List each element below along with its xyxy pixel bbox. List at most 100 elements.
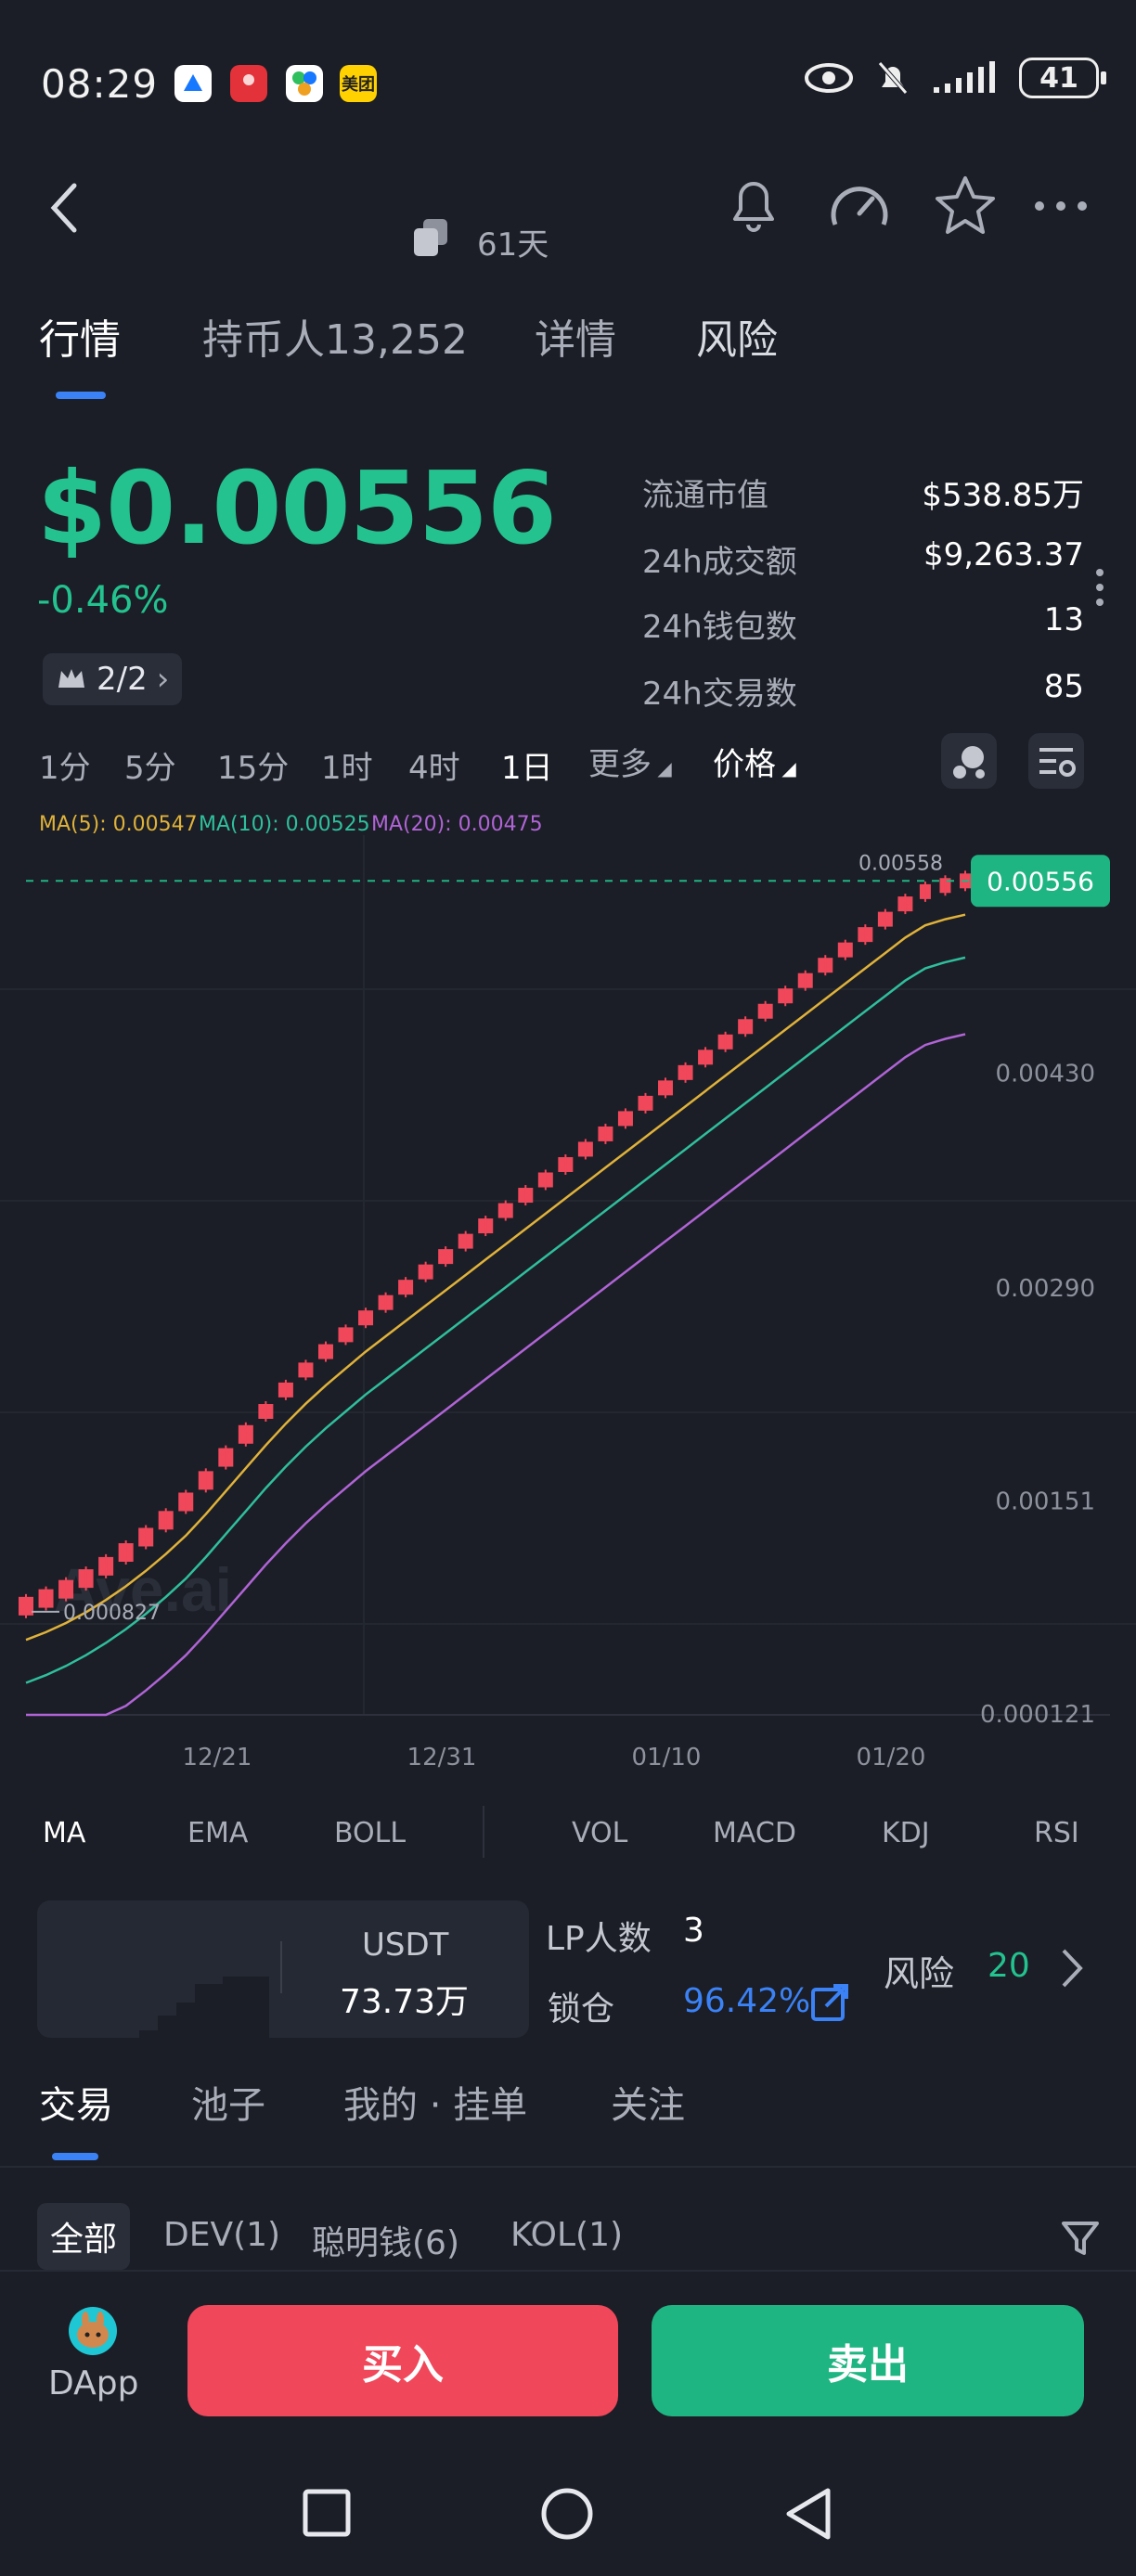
section-divider [0, 2166, 1136, 2168]
triangle-icon: ◢ [652, 757, 672, 779]
current-price-tag [971, 855, 1110, 908]
risk-chevron-icon[interactable] [1058, 1947, 1086, 1990]
filter-all[interactable]: 全部 [37, 2203, 131, 2270]
filter-smart-money[interactable]: 聪明钱(6) [312, 2224, 459, 2262]
liquidity-token: USDT [362, 1926, 449, 1964]
liquidity-card[interactable]: USDT 73.73万 [37, 1900, 529, 2038]
stat-value-volume: $9,263.37 [923, 536, 1084, 573]
ma5-legend: MA(5): 0.00547 [39, 813, 198, 836]
status-time: 08:29 [41, 61, 159, 107]
star-icon[interactable] [932, 173, 999, 239]
risk-label: 风险 [884, 1953, 955, 1994]
lock-value[interactable]: 96.42% [683, 1982, 811, 2020]
tf-1m[interactable]: 1分 [39, 750, 91, 787]
high-label: 0.00558 [858, 852, 943, 875]
battery-indicator: 41 [1019, 58, 1106, 98]
risk-value: 20 [988, 1947, 1030, 1985]
tf-15m[interactable]: 15分 [217, 750, 290, 787]
chart-settings-button[interactable] [1028, 733, 1084, 789]
tab-pool[interactable]: 池子 [191, 2084, 265, 2127]
low-label: 0.000827 [63, 1602, 161, 1625]
ind-kdj[interactable]: KDJ [882, 1817, 930, 1849]
side-dots-icon[interactable] [1093, 566, 1106, 609]
dapp-button[interactable]: DApp [48, 2305, 139, 2402]
buy-button[interactable]: 买入 [187, 2305, 618, 2416]
lock-label: 锁仓 [548, 1990, 615, 2029]
status-icons: 41 [804, 58, 1106, 98]
ind-rsi[interactable]: RSI [1034, 1817, 1079, 1849]
price-toggle-label: 价格 [713, 746, 776, 783]
drawing-tool-button[interactable] [941, 733, 997, 789]
x-tick-label: 01/20 [857, 1744, 926, 1771]
tf-4h[interactable]: 4时 [408, 750, 460, 787]
external-link-icon[interactable] [809, 1982, 850, 2023]
tf-1d[interactable]: 1日 [501, 750, 553, 787]
tab-my-orders[interactable]: 我的 · 挂单 [343, 2084, 528, 2127]
liquidity-divider [280, 1941, 282, 1993]
y-tick-label: 0.00290 [995, 1275, 1095, 1303]
y-tick-label: 0.00430 [995, 1060, 1095, 1088]
ma10-legend: MA(10): 0.00525 [199, 813, 370, 836]
stat-value-trades: 85 [1043, 668, 1084, 705]
signal-icon [934, 61, 995, 93]
meituan-icon: 美团 [340, 65, 377, 102]
ind-macd[interactable]: MACD [713, 1817, 796, 1849]
app-icon [286, 65, 323, 102]
x-tick-label: 12/21 [183, 1744, 252, 1771]
lp-label: LP人数 [546, 1920, 652, 1958]
ma20-legend: MA(20): 0.00475 [371, 813, 543, 836]
home-icon[interactable] [540, 2487, 594, 2541]
back-nav-icon[interactable] [783, 2487, 832, 2541]
token-age: 61天 [477, 226, 549, 264]
huawei-icon [230, 65, 267, 102]
ind-vol[interactable]: VOL [572, 1817, 628, 1849]
copy-icon[interactable] [408, 215, 453, 260]
liquidity-amount: 73.73万 [340, 1983, 470, 2021]
tab-indicator [56, 392, 106, 399]
ind-ma[interactable]: MA [43, 1817, 86, 1849]
tf-1h[interactable]: 1时 [321, 750, 373, 787]
gauge-icon[interactable] [826, 176, 893, 243]
ind-boll[interactable]: BOLL [334, 1817, 407, 1849]
stat-label-volume: 24h成交额 [642, 544, 797, 581]
filter-dev[interactable]: DEV(1) [163, 2216, 281, 2254]
tab-follow[interactable]: 关注 [611, 2084, 685, 2127]
back-icon[interactable] [46, 182, 84, 234]
recents-icon[interactable] [303, 2489, 351, 2537]
filter-icon[interactable] [1060, 2218, 1101, 2259]
tab-market[interactable]: 行情 [39, 316, 121, 364]
sell-button[interactable]: 卖出 [652, 2305, 1084, 2416]
liquidity-mini-chart [102, 1977, 269, 2038]
price-change: -0.46% [37, 579, 169, 622]
tf-5m[interactable]: 5分 [124, 750, 176, 787]
rank-badge[interactable]: 2/2 › [43, 653, 183, 705]
stat-label-wallets: 24h钱包数 [642, 609, 797, 646]
current-price-label: 0.00556 [987, 866, 1094, 896]
indicator-divider [483, 1806, 484, 1858]
chart-settings-icon [1039, 748, 1076, 777]
dapp-label: DApp [48, 2364, 139, 2402]
rank-value: 2/2 [97, 661, 148, 698]
pancake-icon [69, 2307, 117, 2355]
crown-icon [58, 669, 84, 688]
tf-more[interactable]: 更多 ◢ [588, 739, 672, 784]
bubble-icon [953, 746, 985, 779]
ind-ema[interactable]: EMA [187, 1817, 249, 1849]
ma20-line [26, 1033, 966, 1717]
bottom-tab-indicator [52, 2153, 98, 2160]
filter-kol[interactable]: KOL(1) [510, 2216, 624, 2254]
bell-icon[interactable] [724, 173, 783, 238]
price-toggle[interactable]: 价格 ◢ [713, 739, 796, 784]
tab-holders[interactable]: 持币人13,252 [202, 316, 468, 364]
tf-more-label: 更多 [588, 746, 652, 783]
x-tick-label: 01/10 [632, 1744, 702, 1771]
tab-details[interactable]: 详情 [535, 316, 616, 364]
tab-trades[interactable]: 交易 [39, 2084, 113, 2127]
more-icon[interactable] [1032, 195, 1090, 217]
y-tick-label: 0.00151 [995, 1488, 1095, 1515]
bell-mute-icon [878, 61, 908, 95]
stat-label-mcap: 流通市值 [642, 477, 768, 514]
price-chart[interactable]: Ave.ai0.004300.002900.001510.00012112/21… [0, 835, 1136, 1782]
tab-risk[interactable]: 风险 [696, 316, 778, 364]
ma5-line [25, 913, 966, 1642]
